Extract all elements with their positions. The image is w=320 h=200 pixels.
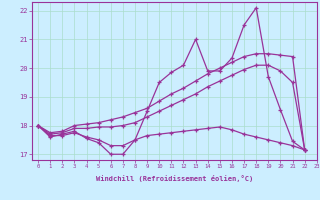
X-axis label: Windchill (Refroidissement éolien,°C): Windchill (Refroidissement éolien,°C): [96, 175, 253, 182]
